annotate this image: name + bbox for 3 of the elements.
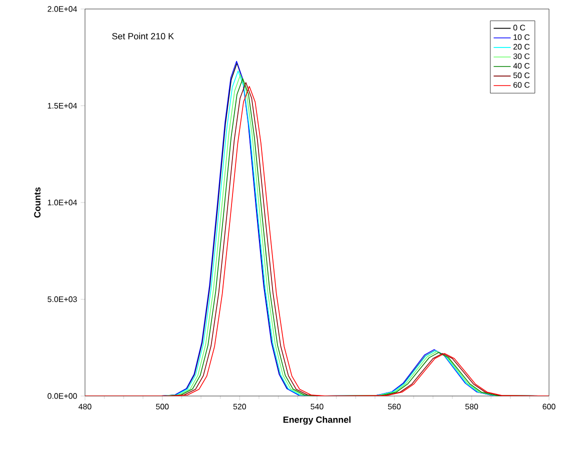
y-axis-title: Counts: [34, 187, 40, 218]
x-axis-title: Energy Channel: [283, 416, 350, 425]
annotation: Set Point 210 K: [112, 32, 174, 40]
